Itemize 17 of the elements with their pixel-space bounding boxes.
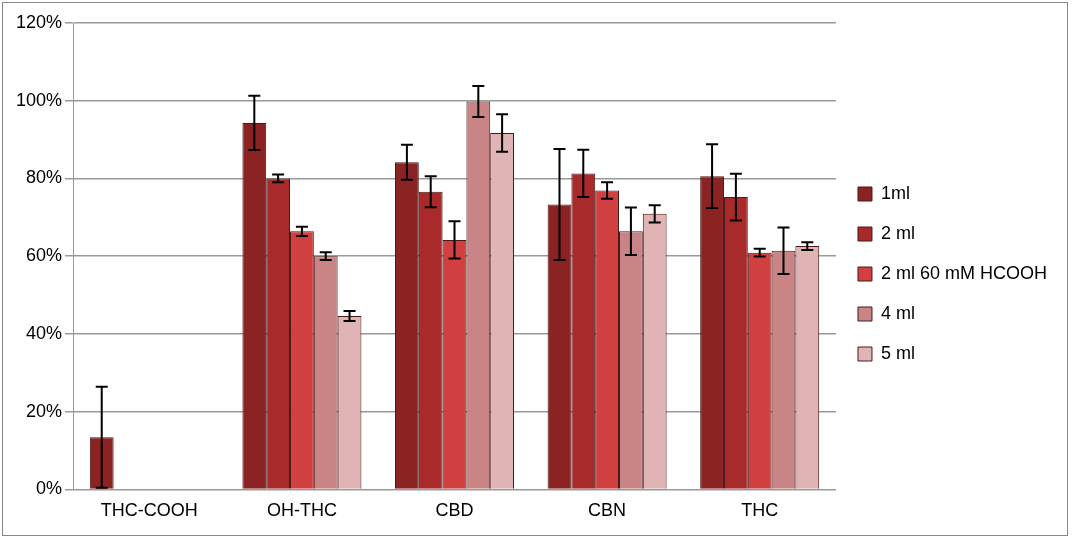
y-tick-label: 20%	[26, 400, 63, 421]
legend-label: 1ml	[880, 182, 910, 203]
x-tick-label: CBN	[588, 500, 627, 521]
legend-label: 5 ml	[880, 342, 915, 363]
x-tick-label: THC	[741, 500, 779, 521]
y-tick-label: 0%	[36, 478, 63, 499]
y-tick-label: 100%	[15, 89, 63, 110]
y-tick-label: 40%	[26, 322, 63, 343]
x-tick-label: CBD	[435, 500, 474, 521]
legend-label: 4 ml	[880, 302, 915, 323]
y-tick-label: 120%	[15, 11, 63, 32]
y-tick-label: 80%	[26, 167, 63, 188]
x-tick-label: THC-COOH	[100, 500, 198, 521]
x-tick-label: OH-THC	[266, 500, 337, 521]
y-tick-label: 60%	[26, 245, 63, 266]
legend-label: 2 ml	[880, 222, 915, 243]
legend-label: 2 ml 60 mM HCOOH	[880, 262, 1048, 283]
